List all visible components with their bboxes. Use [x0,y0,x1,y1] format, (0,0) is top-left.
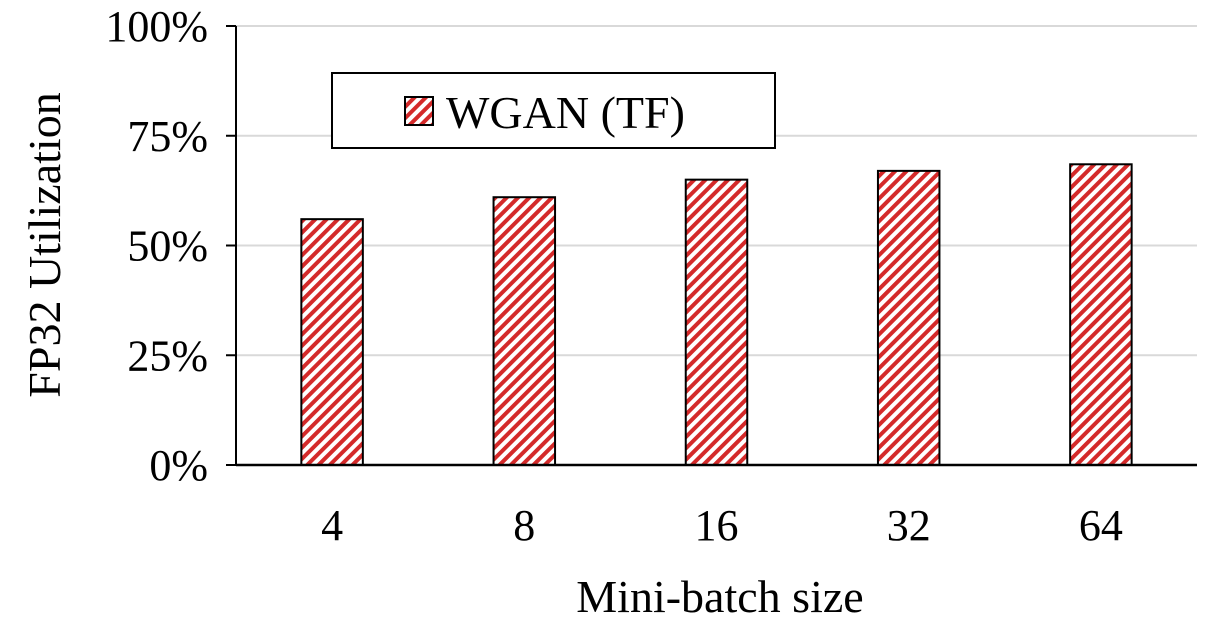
x-tick-label: 32 [887,501,931,550]
axes [226,25,1197,467]
bar [1069,163,1133,466]
y-tick-label: 0% [149,441,208,490]
legend: WGAN (TF) [331,72,776,149]
bar [684,178,749,466]
y-tick-label: 100% [105,2,208,51]
tick-labels: 0% 25% 50% 75% 100% 4 8 16 32 64 [105,2,1123,550]
y-tick-label: 50% [127,222,208,271]
y-tick-label: 25% [127,331,208,380]
y-tick-label: 75% [127,112,208,161]
x-tick-label: 16 [695,501,739,550]
x-tick-label: 4 [321,501,343,550]
y-axis-title: FP32 Utilization [19,92,70,397]
bar-series [300,163,1133,467]
x-tick-label: 64 [1079,501,1123,550]
bar [492,196,557,467]
x-tick-label: 8 [513,501,535,550]
bar [300,218,364,466]
x-axis-title: Mini-batch size [576,571,863,622]
legend-swatch [404,96,434,126]
bar [876,169,941,466]
legend-label: WGAN (TF) [446,87,685,138]
